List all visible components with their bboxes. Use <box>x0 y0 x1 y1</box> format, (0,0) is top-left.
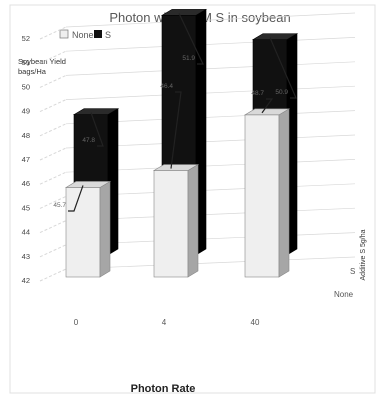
x-axis-label: Photon Rate <box>131 383 196 395</box>
leader-line <box>68 185 84 212</box>
data-label: 51.9 <box>182 55 195 62</box>
legend-label-s: S <box>105 30 111 40</box>
y-tick-label: 45 <box>22 203 30 212</box>
y-tick-label: 50 <box>22 82 30 91</box>
grid-line <box>65 61 356 76</box>
depth-tick-labels: None S <box>334 267 355 299</box>
x-tick-label: 0 <box>74 318 79 327</box>
leader-line <box>90 112 104 147</box>
bar-none-4 <box>153 170 189 278</box>
data-label: 46.4 <box>160 83 173 90</box>
legend: None S <box>59 29 111 40</box>
x-tick-label: 4 <box>162 318 167 327</box>
grid-line <box>65 256 356 270</box>
y-tick-label: 43 <box>22 252 30 261</box>
bar-top <box>64 181 112 188</box>
y-tick-label: 48 <box>22 131 30 140</box>
bar-side <box>278 108 290 278</box>
legend-label-none: None <box>72 30 94 40</box>
y-tick-label: 49 <box>22 107 30 116</box>
data-label: 50.9 <box>275 89 288 96</box>
leader-line <box>261 98 274 114</box>
legend-swatch-none <box>59 29 69 39</box>
grid-line <box>65 12 356 28</box>
bar-top <box>72 108 120 115</box>
y-tick-label: 42 <box>22 276 30 285</box>
y-tick-label: 46 <box>22 179 30 188</box>
bar-top <box>160 9 208 16</box>
legend-swatch-s <box>94 30 102 38</box>
x-tick-labels: 0 4 40 <box>74 318 260 327</box>
bar-none-0 <box>65 187 101 278</box>
y-tick-label: 52 <box>22 34 30 43</box>
y-tick-label: 44 <box>22 228 30 237</box>
depth-axis-label: Additive S 5g/ha <box>360 229 367 280</box>
grid-line <box>65 85 356 100</box>
data-label: 45.7 <box>53 202 66 209</box>
leader-line <box>269 37 297 99</box>
leader-line <box>170 91 182 169</box>
data-label: 48.7 <box>251 90 264 97</box>
y-axis-label-line-2: bags/Ha <box>18 67 47 76</box>
bar-top <box>251 33 299 40</box>
leader-line <box>178 13 204 65</box>
bar-top <box>152 164 200 171</box>
data-label-layer: 47.8 51.9 50.9 45.7 46.4 48.7 <box>53 13 297 212</box>
bar-side <box>187 163 199 278</box>
bar-none-40 <box>244 114 280 278</box>
y-tick-labels: 42 43 44 45 46 47 48 49 50 51 52 <box>22 34 30 285</box>
y-tick-label: 47 <box>22 155 30 164</box>
depth-tick-label: S <box>350 267 355 276</box>
x-tick-label: 40 <box>251 318 260 327</box>
y-axis-label-line-1: Soybean Yield <box>18 57 66 66</box>
bar-layer <box>64 8 299 278</box>
data-label: 47.8 <box>82 137 95 144</box>
y-tick-label: 51 <box>22 58 30 67</box>
grid-line <box>65 37 356 52</box>
bar-top <box>243 108 291 116</box>
depth-tick-label: None <box>334 290 354 299</box>
bar-side <box>99 180 111 278</box>
